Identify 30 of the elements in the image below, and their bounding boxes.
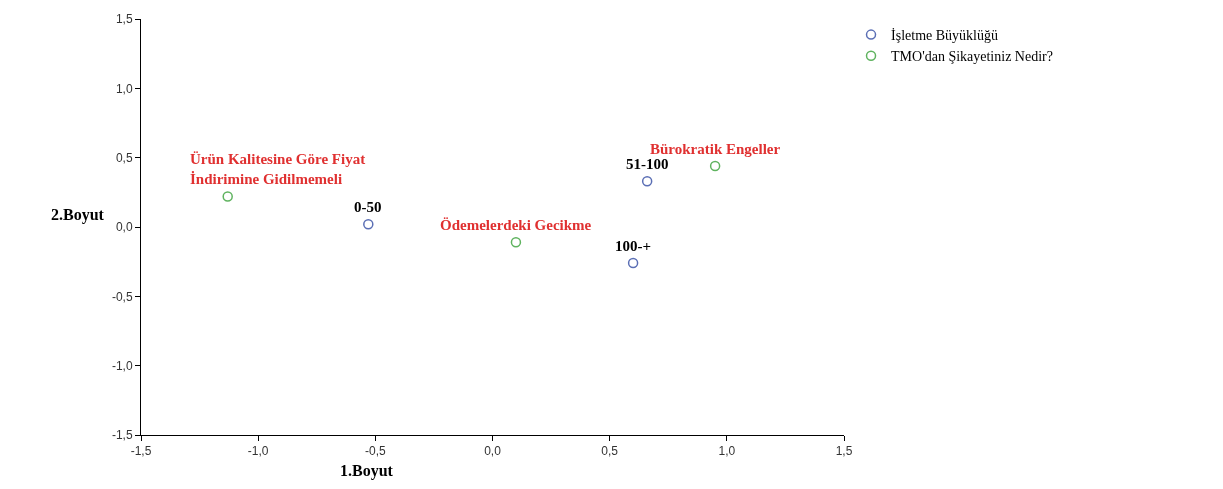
legend-label: İşletme Büyüklüğü [891, 28, 998, 44]
x-axis-title: 1.Boyut [340, 462, 394, 480]
x-tick-label: 1,5 [835, 444, 853, 459]
x-tick-label: -1,5 [130, 444, 152, 459]
point [709, 160, 721, 172]
y-tick-label: 0,5 [115, 150, 133, 165]
x-tick-label: 0,0 [484, 444, 502, 459]
annotation: Bürokratik Engeller [650, 141, 781, 157]
annotation: 0-50 [354, 199, 382, 215]
y-axis-title: 2.Boyut [51, 206, 105, 224]
x-tick-label: 1,0 [718, 444, 736, 459]
y-tick-label: 1,5 [115, 12, 133, 27]
x-tick-label: -0,5 [364, 444, 386, 459]
point [510, 237, 522, 248]
point [363, 218, 374, 230]
y-tick-label: -0,5 [111, 289, 133, 304]
point [641, 175, 653, 187]
annotation: Ödemelerdeki Gecikme [440, 217, 592, 233]
y-tick-label: -1,5 [111, 428, 133, 443]
annotation: Ürün Kalitesine Göre Fiyat İndirimine Gidilmemeli [190, 151, 366, 187]
annotation: 51-100 [626, 156, 669, 172]
point [627, 257, 639, 269]
y-tick-label: -1,0 [111, 358, 133, 373]
point [222, 191, 233, 202]
x-tick-label: -1,0 [247, 444, 269, 459]
legend-label: TMO'dan Şikayetiniz Nedir? [891, 49, 1053, 65]
annotation: 100-+ [615, 238, 652, 254]
y-tick-label: 1,0 [115, 81, 133, 96]
y-tick-label: 0,0 [115, 220, 133, 235]
x-tick-label: 0,5 [601, 444, 619, 459]
